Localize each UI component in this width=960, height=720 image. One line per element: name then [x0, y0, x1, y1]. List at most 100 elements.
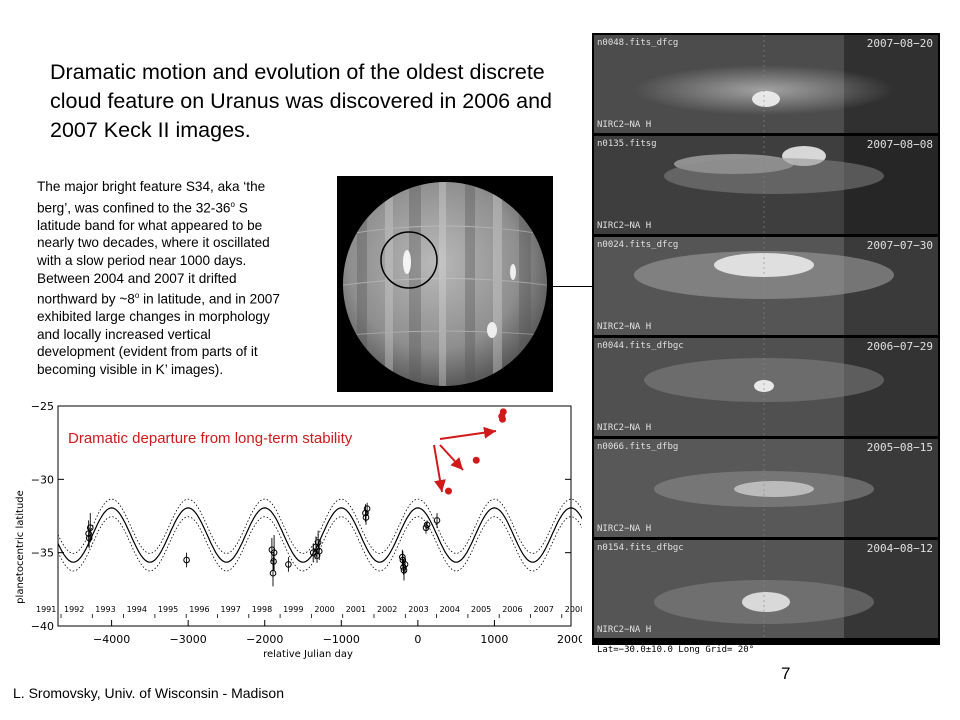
data-point: [86, 524, 94, 532]
description-text: The major bright feature S34, aka ‘the b…: [37, 178, 337, 379]
footer-credit: L. Sromovsky, Univ. of Wisconsin - Madis…: [13, 685, 285, 701]
panel-date: 2007−07−30: [866, 239, 933, 252]
data-point: [183, 556, 190, 564]
desc-line: with a slow period near 1000 days.: [37, 252, 247, 268]
data-point: [270, 558, 277, 565]
model-envelope: [57, 516, 582, 572]
y-axis-label: planetocentric latitude: [15, 490, 26, 604]
panel-date: 2005−08−15: [866, 441, 933, 454]
panel-filename: n0154.fits_dfbgc: [597, 543, 684, 553]
degree-superscript: o: [230, 199, 235, 209]
image-panel: n0066.fits_dfbg 2005−08−15 NIRC2−NA H: [594, 439, 938, 537]
data-point: [422, 524, 430, 532]
panel-filename: n0048.fits_dfcg: [597, 38, 679, 48]
page-number: 7: [781, 664, 791, 683]
desc-line: becoming visible in K’ images).: [37, 362, 224, 377]
data-point: [433, 517, 441, 524]
year-label: 2002: [377, 605, 397, 614]
panel-filter: NIRC2−NA H: [597, 221, 652, 231]
year-label: 1998: [252, 605, 272, 614]
desc-line: berg’, was confined to the 32-36: [37, 200, 231, 216]
year-label: 1997: [221, 605, 241, 614]
cloud-image: [594, 439, 938, 537]
y-tick-label: −30: [31, 473, 54, 486]
data-point: [85, 534, 93, 542]
latitude-chart: −4000 −3000 −2000 −1000 0 1000 2000 −25 −30 −35 −4…: [15, 402, 582, 660]
data-point: [314, 539, 322, 546]
panel-date: 2007−08−20: [866, 37, 933, 50]
chart-annotation: Dramatic departure from long-term stabil…: [68, 430, 353, 447]
year-label: 2001: [346, 605, 366, 614]
data-point: [315, 547, 323, 555]
cloud-image: [594, 540, 938, 638]
image-panel: n0024.fits_dfcg 2007−07−30 NIRC2−NA H: [594, 237, 938, 335]
departure-point: [499, 408, 507, 416]
x-tick-label: 0: [414, 633, 421, 646]
panel-filename: n0066.fits_dfbg: [597, 442, 679, 452]
year-label: 1995: [158, 605, 178, 614]
panel-date: 2006−07−29: [866, 340, 933, 353]
x-tick-label: −2000: [246, 633, 283, 646]
highlight-circle: [380, 231, 438, 289]
panel-filter: NIRC2−NA H: [597, 423, 652, 433]
data-point: [269, 569, 277, 577]
plot-frame: [57, 405, 572, 627]
panel-filter: NIRC2−NA H: [597, 625, 652, 635]
year-label: 1993: [95, 605, 115, 614]
data-point: [285, 561, 292, 568]
x-tick-label: 2000: [557, 633, 582, 646]
x-tick-label: 1000: [480, 633, 508, 646]
panel-filter: NIRC2−NA H: [597, 120, 652, 130]
y-tick-label: −35: [31, 547, 54, 560]
desc-line: nearly two decades, where it oscillated: [37, 235, 270, 251]
desc-line: northward by ~8: [37, 291, 135, 307]
desc-line: The major bright feature S34, aka ‘the: [37, 179, 266, 194]
year-label: 1991: [36, 605, 56, 614]
panel-date: 2004−08−12: [866, 542, 933, 555]
desc-line: in latitude, and in 2007: [139, 291, 280, 307]
data-point: [399, 553, 406, 561]
desc-line: development (evident from parts of it: [37, 344, 258, 360]
y-tick-label: −40: [31, 620, 54, 633]
x-tick-label: −1000: [323, 633, 360, 646]
year-label: 2000: [314, 605, 334, 614]
panel-filter: NIRC2−NA H: [597, 524, 652, 534]
desc-line: Between 2004 and 2007 it drifted: [37, 270, 237, 286]
annotation-arrow: [433, 444, 446, 493]
desc-line: S: [234, 200, 248, 216]
model-curve: [57, 507, 582, 563]
image-panel: n0135.fitsg 2007−08−08 NIRC2−NA H: [594, 136, 938, 234]
departure-point: [444, 487, 452, 495]
year-label: 2005: [471, 605, 491, 614]
degree-superscript: o: [134, 291, 140, 301]
image-panel: n0048.fits_dfcg 2007−08−20 NIRC2−NA H: [594, 35, 938, 133]
year-label: 2008: [565, 605, 582, 614]
panel-filename: n0135.fitsg: [597, 139, 657, 149]
cloud-image: [594, 338, 938, 436]
y-tick-label: −25: [31, 402, 54, 413]
data-point: [362, 514, 370, 521]
data-point: [362, 509, 369, 517]
desc-line: and locally increased vertical: [37, 326, 211, 342]
cloud-image: [594, 237, 938, 335]
data-point: [270, 549, 278, 556]
cloud-image: [594, 136, 938, 234]
year-label: 1996: [189, 605, 209, 614]
year-label: 2006: [502, 605, 522, 614]
year-label: 2003: [408, 605, 428, 614]
panel-filename: n0044.fits_dfbgc: [597, 341, 684, 351]
annotation-arrow: [439, 426, 497, 440]
departure-point: [499, 415, 507, 423]
departure-point: [472, 456, 480, 464]
data-point: [363, 505, 371, 512]
x-tick-label: −3000: [170, 633, 207, 646]
annotation-arrow: [439, 444, 464, 471]
x-axis-label: relative Julian day: [263, 649, 353, 660]
year-label: 1992: [64, 605, 84, 614]
year-label: 2004: [440, 605, 460, 614]
year-label: 1994: [127, 605, 147, 614]
year-label: 2007: [534, 605, 554, 614]
x-tick-label: −4000: [93, 633, 130, 646]
cloud-image: [594, 35, 938, 133]
year-label: 1999: [283, 605, 303, 614]
